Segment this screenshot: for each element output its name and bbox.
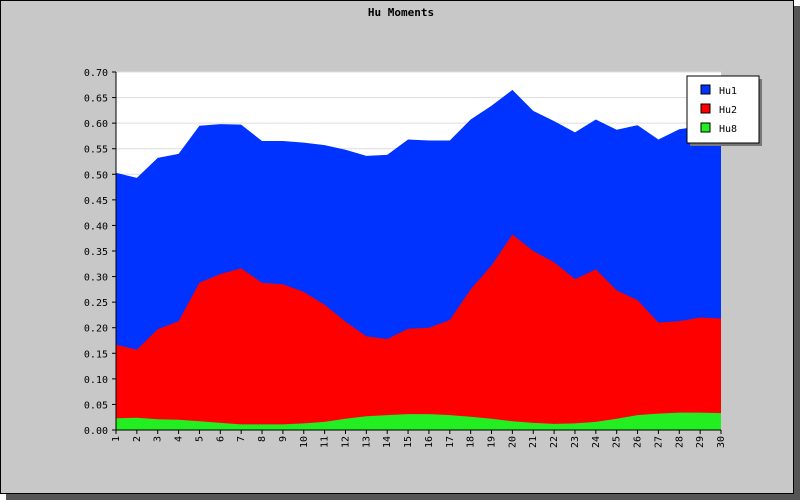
y-tick-label: 0.25 [84, 298, 108, 309]
x-tick-label: 29 [695, 436, 706, 448]
series-area-hu8 [116, 412, 721, 430]
y-tick-label: 0.60 [84, 119, 108, 130]
area-chart: Hu Moments 0.000.050.100.150.200.250.300… [84, 6, 762, 448]
x-tick-label: 17 [445, 436, 456, 448]
x-tick-label: 21 [528, 436, 539, 448]
legend-box [686, 75, 760, 144]
y-tick-label: 0.55 [84, 145, 108, 156]
x-tick-label: 2 [132, 436, 143, 442]
x-tick-label: 26 [633, 436, 644, 448]
x-tick-label: 27 [653, 436, 664, 448]
y-tick-label: 0.30 [84, 273, 108, 284]
legend-swatch-hu8 [700, 122, 711, 133]
x-tick-label: 1 [111, 436, 122, 442]
x-tick-label: 11 [320, 436, 331, 448]
x-tick-label: 5 [194, 436, 205, 442]
x-tick-label: 3 [153, 436, 164, 442]
x-tick-label: 20 [507, 436, 518, 448]
axes: 0.00 0.05 0.10 0.15 0.20 0.25 0.30 0.35 0.40 0.45… [84, 68, 727, 448]
series-area-hu2 [116, 234, 721, 430]
x-tick-label: 10 [299, 436, 310, 448]
x-tick-label: 16 [424, 436, 435, 448]
y-tick-label: 0.10 [84, 375, 108, 386]
x-tick-label: 23 [570, 436, 581, 448]
chart-title: Hu Moments [368, 6, 434, 19]
x-tick-label: 18 [466, 436, 477, 448]
y-tick-label: 0.35 [84, 247, 108, 258]
legend-label-hu1: Hu1 [719, 86, 737, 97]
x-tick-label: 22 [549, 436, 560, 448]
x-tick-label: 25 [612, 436, 623, 448]
x-tick-label: 7 [236, 436, 247, 442]
legend-label-hu8: Hu8 [719, 124, 737, 135]
x-tick-label: 19 [487, 436, 498, 448]
y-tick-label: 0.20 [84, 324, 108, 335]
y-tick-label: 0.00 [84, 426, 108, 437]
x-tick-label: 9 [278, 436, 289, 442]
legend-swatch-hu1 [700, 84, 711, 95]
y-tick-label: 0.50 [84, 170, 108, 181]
x-tick-label: 24 [591, 436, 602, 448]
y-tick-label: 0.15 [84, 349, 108, 360]
series-areas [116, 89, 721, 431]
y-tick-label: 0.05 [84, 400, 108, 411]
x-tick-label: 4 [174, 436, 185, 442]
x-tick-label: 30 [716, 436, 727, 448]
x-tick-label: 15 [403, 436, 414, 448]
y-tick-label: 0.70 [84, 68, 108, 79]
legend-swatch-hu2 [700, 103, 711, 114]
x-tick-label: 12 [340, 436, 351, 448]
legend-label-hu2: Hu2 [719, 105, 737, 116]
x-tick-label: 13 [361, 436, 372, 448]
y-tick-label: 0.65 [84, 94, 108, 105]
y-tick-label: 0.45 [84, 196, 108, 207]
x-tick-label: 28 [674, 436, 685, 448]
y-tick-label: 0.40 [84, 221, 108, 232]
x-tick-label: 6 [215, 436, 226, 442]
x-tick-label: 14 [382, 436, 393, 448]
legend: Hu1 Hu2 Hu8 [686, 75, 762, 146]
x-tick-label: 8 [257, 436, 268, 442]
